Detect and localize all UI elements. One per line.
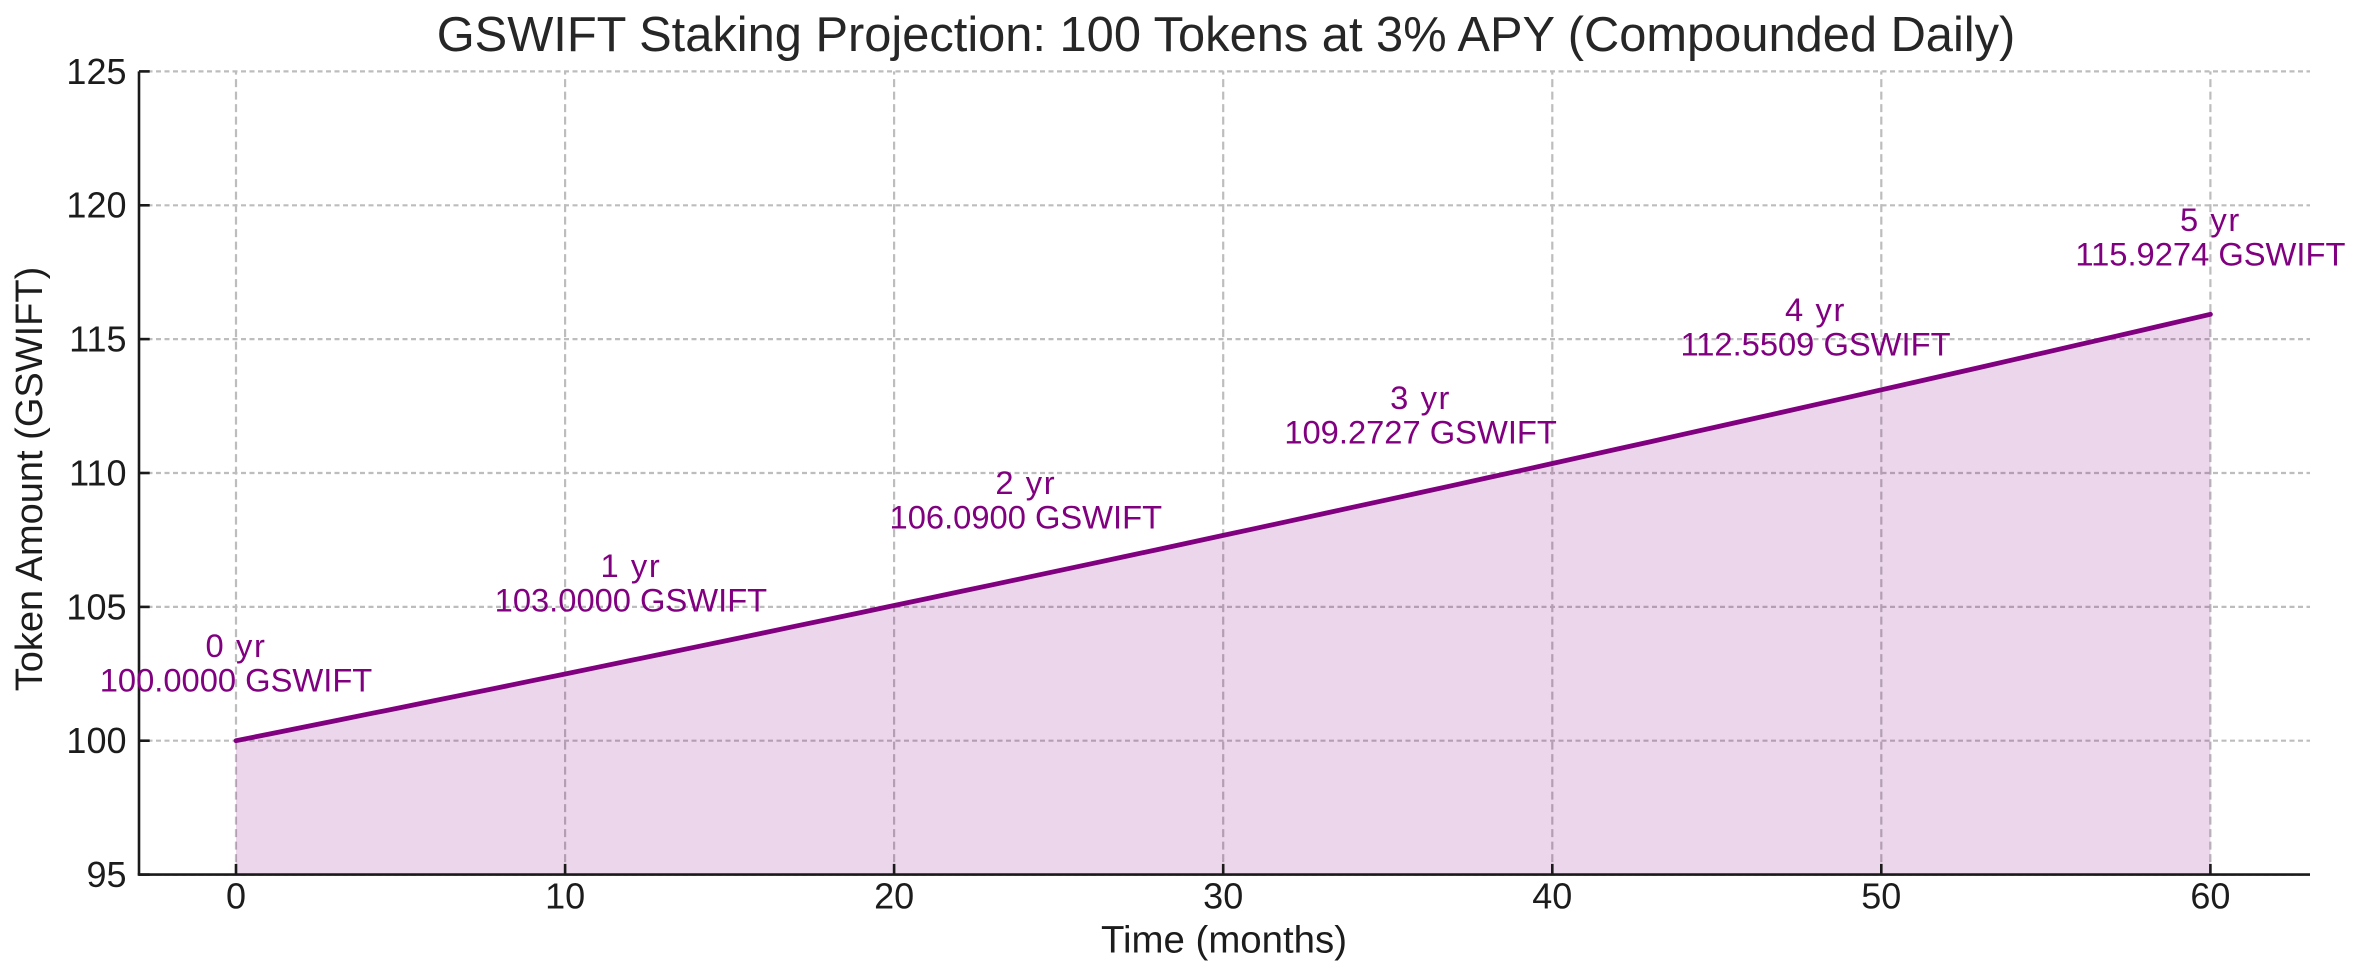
- svg-text:5 yr: 5 yr: [2180, 201, 2241, 238]
- svg-text:95: 95: [86, 854, 126, 895]
- svg-text:0 yr: 0 yr: [206, 627, 267, 664]
- svg-text:50: 50: [1861, 876, 1901, 917]
- svg-text:Token Amount (GSWIFT): Token Amount (GSWIFT): [9, 267, 51, 691]
- svg-text:120: 120: [66, 185, 126, 226]
- svg-text:112.5509 GSWIFT: 112.5509 GSWIFT: [1680, 326, 1950, 363]
- svg-text:GSWIFT Staking Projection: 100: GSWIFT Staking Projection: 100 Tokens at…: [437, 8, 2016, 62]
- svg-text:100.0000 GSWIFT: 100.0000 GSWIFT: [100, 662, 373, 699]
- svg-text:2 yr: 2 yr: [995, 464, 1056, 501]
- svg-text:3 yr: 3 yr: [1390, 379, 1451, 416]
- svg-text:4 yr: 4 yr: [1785, 291, 1846, 328]
- svg-text:125: 125: [66, 51, 126, 92]
- svg-text:100: 100: [66, 720, 126, 761]
- svg-text:10: 10: [545, 876, 585, 917]
- svg-text:20: 20: [874, 876, 914, 917]
- svg-text:115.9274 GSWIFT: 115.9274 GSWIFT: [2075, 235, 2345, 272]
- svg-text:1 yr: 1 yr: [600, 547, 661, 584]
- svg-text:30: 30: [1203, 876, 1243, 917]
- svg-text:Time (months): Time (months): [1101, 919, 1347, 962]
- svg-text:109.2727 GSWIFT: 109.2727 GSWIFT: [1284, 414, 1557, 451]
- svg-text:0: 0: [226, 876, 246, 917]
- svg-text:106.0900 GSWIFT: 106.0900 GSWIFT: [890, 499, 1163, 536]
- svg-text:40: 40: [1532, 876, 1572, 917]
- svg-text:105: 105: [66, 586, 126, 627]
- svg-text:60: 60: [2190, 876, 2230, 917]
- svg-text:110: 110: [69, 452, 126, 493]
- svg-text:103.0000 GSWIFT: 103.0000 GSWIFT: [495, 581, 768, 618]
- svg-text:115: 115: [69, 319, 126, 360]
